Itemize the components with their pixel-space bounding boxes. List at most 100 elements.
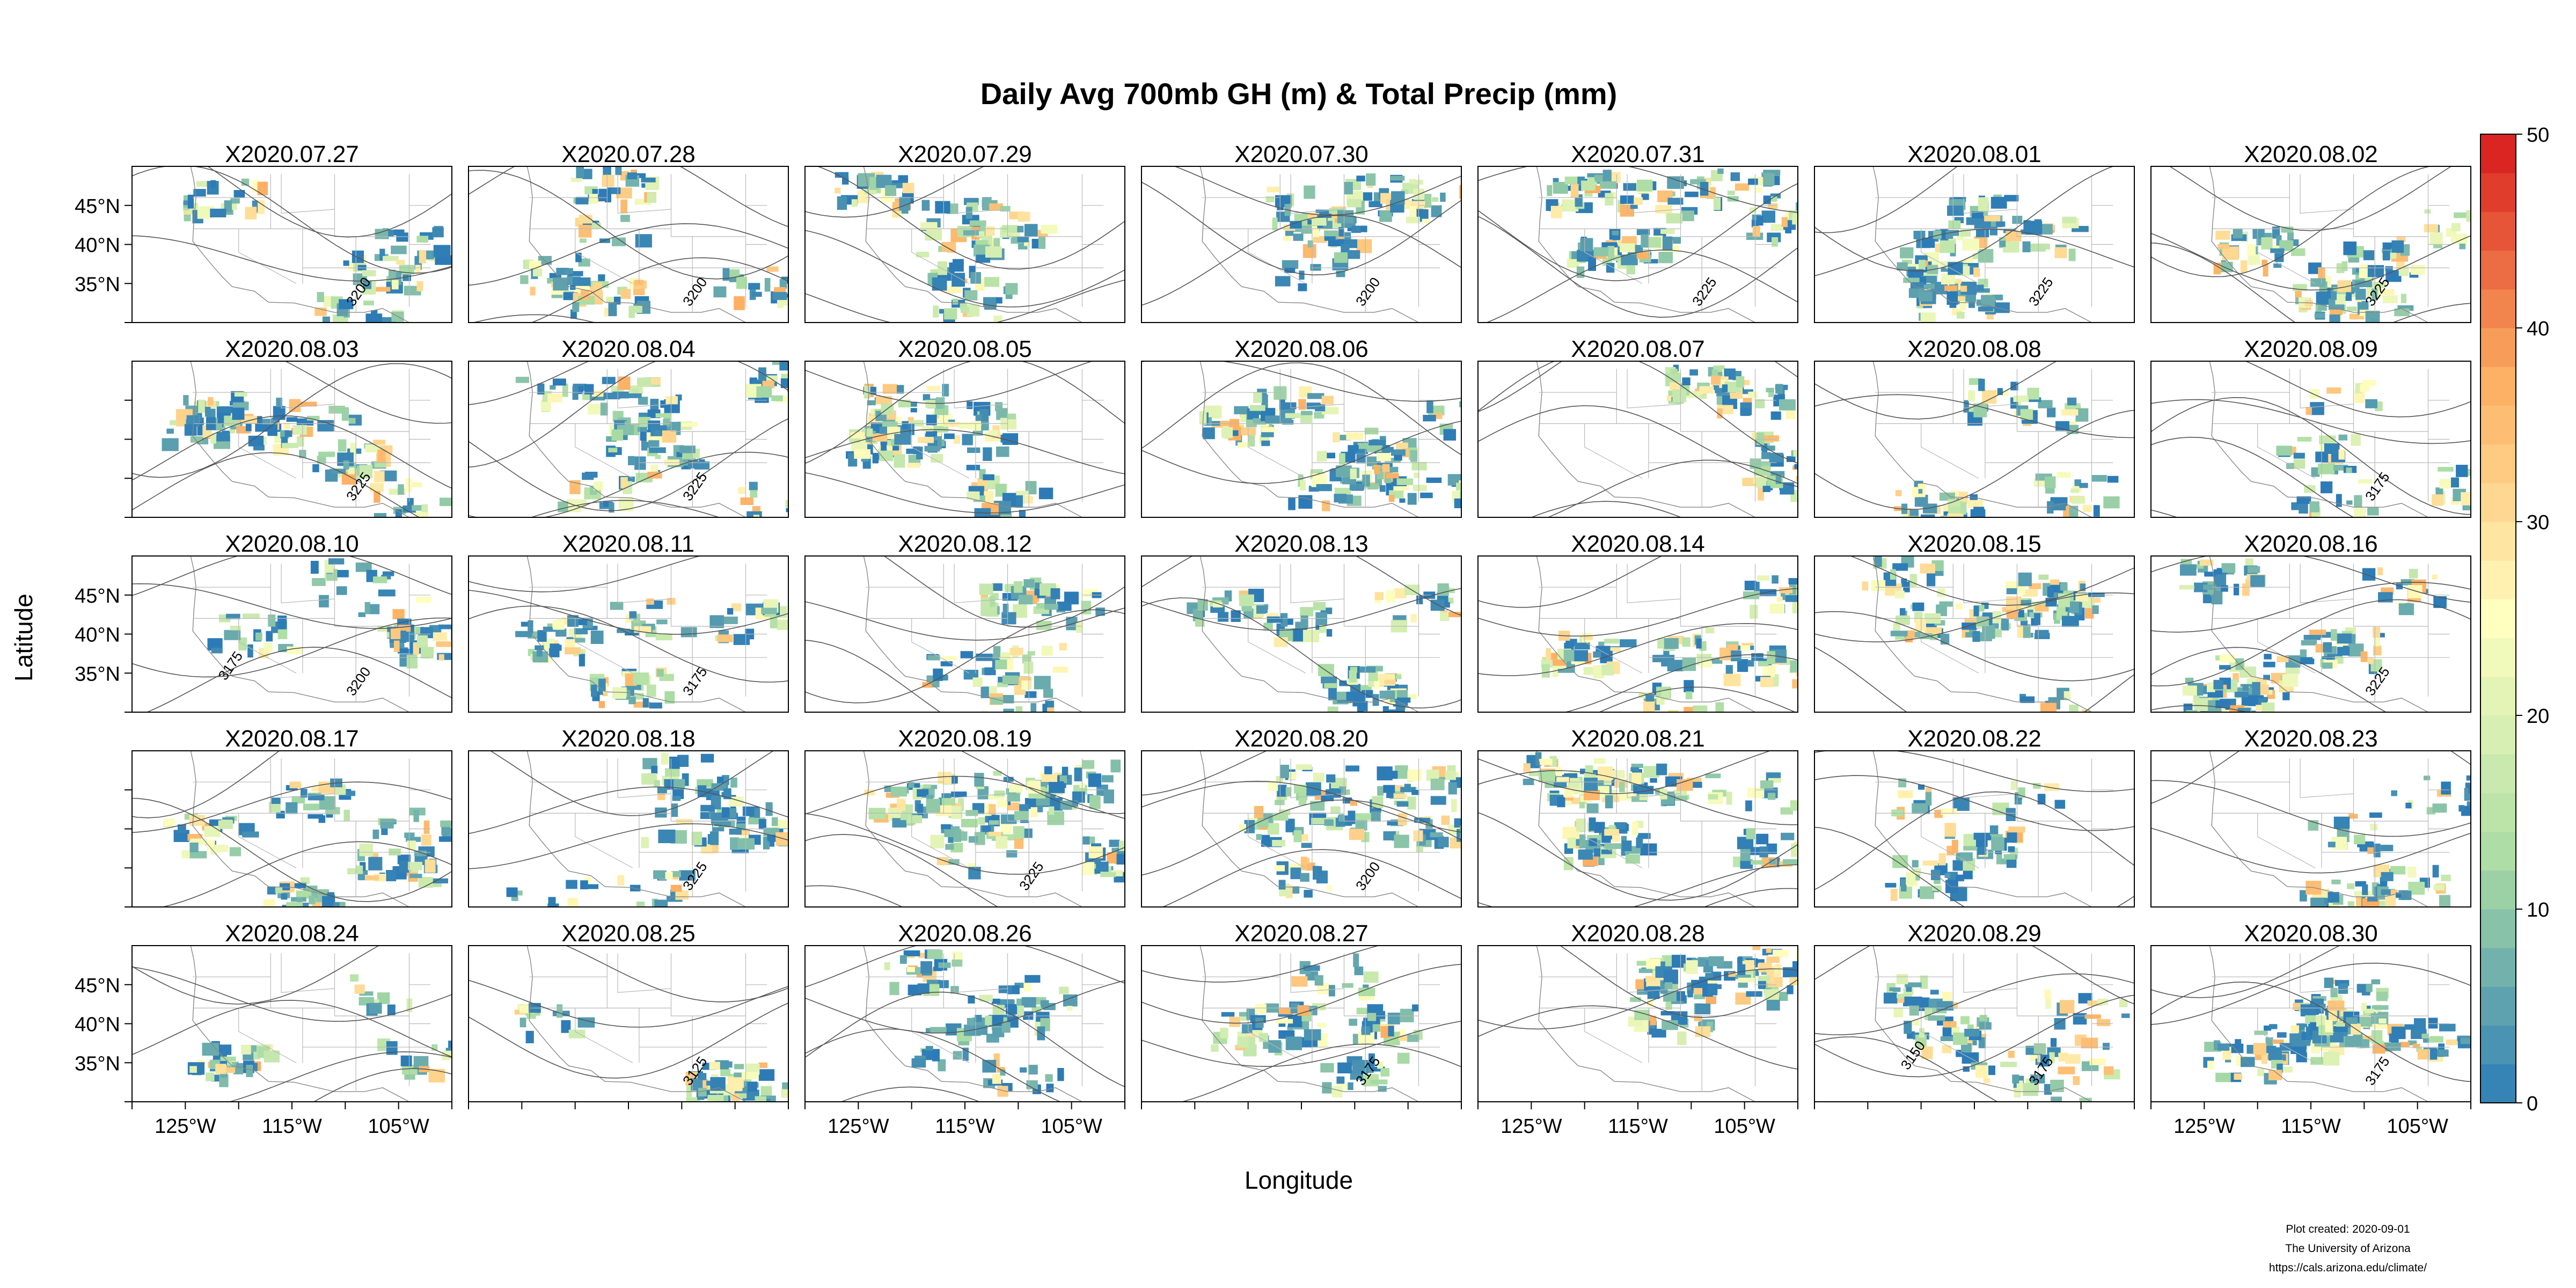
contour-label: 3200 (1352, 274, 1384, 309)
precip-cell (2089, 1058, 2106, 1065)
precip-cell (1020, 1067, 1027, 1073)
precip-cell (1660, 1011, 1675, 1016)
precip-cell (233, 190, 245, 198)
precip-cell (1438, 837, 1449, 847)
state-line (1248, 423, 1306, 479)
precip-cell (362, 270, 376, 276)
precip-cell (1301, 843, 1312, 848)
precip-cell (1407, 1034, 1419, 1042)
precip-cell (1810, 447, 1826, 459)
precip-cell (938, 962, 951, 968)
panel-title: X2020.08.01 (1907, 141, 2041, 167)
precip-cell (1060, 800, 1072, 810)
precip-cell (1757, 575, 1769, 581)
precip-cell (681, 422, 698, 427)
precip-cell (1761, 452, 1771, 459)
state-line (2353, 758, 2428, 822)
precip-cell (629, 611, 637, 619)
precip-cell (1946, 291, 1958, 305)
panel: X2020.08.05 (804, 336, 1125, 518)
precip-cell (1815, 458, 1824, 466)
precip-cell (626, 393, 642, 398)
precip-cell (1821, 218, 1831, 231)
precip-cell (782, 1082, 788, 1091)
precip-cell (173, 830, 189, 842)
precip-cell (1762, 486, 1770, 492)
contour-line (132, 1000, 452, 1058)
precip-cell (1650, 778, 1657, 783)
state-line (954, 758, 1008, 798)
precip-cell (992, 583, 1002, 591)
contour-line (489, 751, 774, 816)
panel: X2020.08.12 (804, 531, 1125, 713)
precip-cell (1031, 239, 1040, 249)
precip-cell (241, 1044, 251, 1055)
precip-cell (1376, 452, 1391, 462)
precip-cell (1371, 811, 1381, 822)
precip-cell (1754, 581, 1760, 592)
precip-cell (1588, 257, 1597, 271)
precip-cell (728, 1077, 743, 1092)
contour-line (1814, 751, 2134, 792)
precip-cell (1062, 766, 1069, 779)
precip-cell (2000, 1062, 2017, 1067)
precip-cell (1285, 787, 1292, 797)
precip-cell (945, 844, 954, 850)
precip-cell (989, 820, 999, 825)
precip-cell (2328, 891, 2339, 903)
precip-cell (1285, 413, 1301, 419)
precip-cell (2329, 309, 2343, 316)
precip-cell (647, 192, 656, 203)
precip-cell (1995, 848, 2002, 854)
precip-cell (1246, 1036, 1255, 1048)
precip-cell (1432, 197, 1439, 202)
contour-label: 3225 (2362, 664, 2393, 699)
precip-cell (348, 418, 356, 424)
precip-cell (1553, 178, 1559, 186)
precip-cell (896, 799, 906, 811)
precip-cell (620, 199, 627, 214)
precip-cell (1313, 772, 1324, 782)
precip-cell (1802, 977, 1816, 983)
precip-cell (409, 874, 422, 879)
precip-cell (2367, 265, 2384, 277)
precip-cell (1451, 799, 1457, 813)
precip-cell (2001, 618, 2009, 631)
state-line (1584, 813, 1643, 868)
panel-title: X2020.08.04 (561, 336, 696, 362)
precip-cell (2021, 599, 2031, 606)
precip-cell (292, 425, 307, 435)
precip-cell (2349, 313, 2365, 320)
precip-cell (1293, 830, 1302, 843)
precip-cell (1024, 224, 1038, 237)
precip-cell (1255, 1018, 1264, 1028)
precip-cell (275, 887, 283, 894)
precip-cell (1663, 647, 1670, 658)
precip-cell (2337, 647, 2350, 656)
precip-cell (906, 448, 922, 454)
precip-cell (2030, 1074, 2045, 1084)
precip-cell (1981, 295, 1995, 308)
precip-cell (292, 796, 305, 804)
precip-cell (286, 902, 303, 906)
precip-cell (380, 821, 394, 829)
precip-cell (894, 434, 911, 445)
precip-cell (1964, 406, 1978, 412)
precip-cell (1772, 575, 1779, 584)
precip-cell (2265, 1037, 2273, 1046)
precip-cell (1752, 214, 1761, 221)
precip-cell (1394, 588, 1407, 598)
precip-cell (1968, 301, 1975, 308)
precip-cell (1570, 184, 1579, 198)
precip-cell (1944, 873, 1951, 878)
precip-cell (1088, 773, 1101, 787)
precip-cell (519, 1018, 526, 1028)
precip-cell (1296, 764, 1312, 770)
precip-cell (2015, 398, 2021, 409)
precip-cell (2303, 634, 2321, 640)
precip-cell (1334, 494, 1346, 503)
precip-cell (204, 826, 221, 837)
precip-cell (459, 655, 476, 664)
